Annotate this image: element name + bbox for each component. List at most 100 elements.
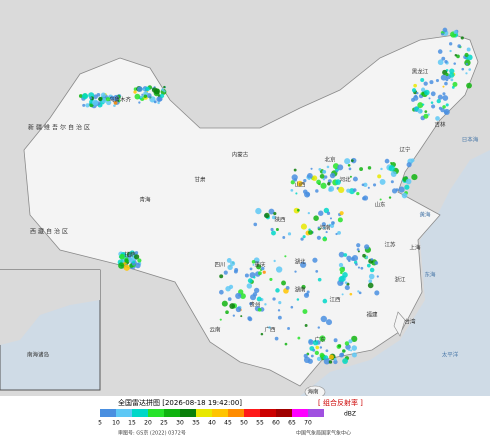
echo xyxy=(372,183,377,187)
echo xyxy=(123,264,130,271)
echo xyxy=(323,207,330,214)
echo xyxy=(221,300,228,307)
legend-swatch xyxy=(244,409,260,417)
echo xyxy=(449,68,455,74)
echo xyxy=(317,226,320,229)
echo xyxy=(406,162,412,168)
echo xyxy=(344,158,351,165)
map-label: 河南 xyxy=(319,224,331,232)
echo xyxy=(361,183,365,187)
echo xyxy=(322,226,326,230)
echo xyxy=(153,88,160,95)
echo xyxy=(284,255,287,258)
echo xyxy=(347,164,351,167)
echo xyxy=(465,72,468,75)
legend-tick-label: 20 xyxy=(144,420,152,427)
echo xyxy=(351,352,357,358)
echo xyxy=(356,243,361,248)
echo xyxy=(328,354,334,360)
echo xyxy=(296,180,303,187)
legend: 5 10 15 20 25 30 35 40 45 50 55 60 65 70 xyxy=(98,409,324,427)
echo xyxy=(321,222,326,227)
echo xyxy=(314,350,319,356)
echo xyxy=(317,277,322,282)
echo xyxy=(356,191,360,196)
echo xyxy=(290,180,295,185)
echo xyxy=(327,182,331,186)
map-label: 四川 xyxy=(214,262,225,269)
echo xyxy=(333,359,338,365)
echo xyxy=(441,56,446,61)
echo xyxy=(351,335,358,342)
map-label: 青海 xyxy=(139,196,151,204)
legend-tick-label: 70 xyxy=(304,420,312,427)
echo xyxy=(319,335,326,342)
echo xyxy=(302,309,308,315)
echo xyxy=(411,88,417,93)
echo xyxy=(306,290,310,294)
echo xyxy=(344,285,350,291)
source: 中国气象局国家气象中心 xyxy=(296,430,351,437)
echo xyxy=(223,270,228,275)
echo xyxy=(282,236,286,239)
echo xyxy=(271,215,276,220)
echo xyxy=(359,167,364,171)
echo xyxy=(249,302,253,306)
echo xyxy=(271,230,276,236)
map-label: 南海诸岛 xyxy=(27,351,50,359)
map-label: 日本海 xyxy=(462,136,479,144)
echo xyxy=(246,283,253,289)
echo xyxy=(257,307,262,312)
echo xyxy=(428,97,431,100)
echo xyxy=(287,327,290,330)
echo xyxy=(320,315,327,323)
echo xyxy=(232,314,235,317)
echo xyxy=(377,174,382,179)
china-land xyxy=(23,34,479,387)
echo xyxy=(310,167,313,170)
echo xyxy=(319,173,325,179)
echo xyxy=(352,176,358,182)
legend-tick-label: 25 xyxy=(160,420,168,427)
echo xyxy=(437,94,443,100)
echo xyxy=(374,290,380,296)
echo xyxy=(305,192,311,197)
echo xyxy=(312,339,319,346)
echo xyxy=(366,263,371,268)
echo xyxy=(219,289,224,295)
echo xyxy=(450,78,454,82)
echo xyxy=(119,253,125,260)
echo xyxy=(101,98,107,104)
echo xyxy=(388,196,392,199)
legend-swatch xyxy=(100,409,116,417)
map-label: 辽宁 xyxy=(399,146,411,154)
echo xyxy=(240,293,246,300)
echo xyxy=(416,91,419,95)
echo xyxy=(234,268,239,272)
echo xyxy=(315,345,320,350)
echo xyxy=(235,306,242,313)
legend-swatch xyxy=(196,409,212,417)
map-label: 拉萨 xyxy=(124,251,136,259)
echo xyxy=(153,100,157,104)
map-label: 广西 xyxy=(264,326,276,334)
echo xyxy=(422,103,425,106)
echo xyxy=(315,189,319,193)
echo xyxy=(296,298,300,301)
map-label: 甘肃 xyxy=(194,176,206,184)
echo xyxy=(346,188,351,193)
echo xyxy=(85,103,90,108)
legend-swatch xyxy=(180,409,196,417)
echo xyxy=(81,93,89,100)
echo xyxy=(342,272,348,278)
echo xyxy=(290,188,294,192)
legend-swatch xyxy=(164,409,180,417)
echo xyxy=(318,168,322,171)
echo xyxy=(219,274,224,279)
echo xyxy=(466,82,472,89)
echo xyxy=(227,297,232,301)
map-label: 台湾 xyxy=(404,318,416,326)
echo xyxy=(313,215,319,221)
inset-land xyxy=(0,270,100,345)
echo xyxy=(368,273,375,280)
